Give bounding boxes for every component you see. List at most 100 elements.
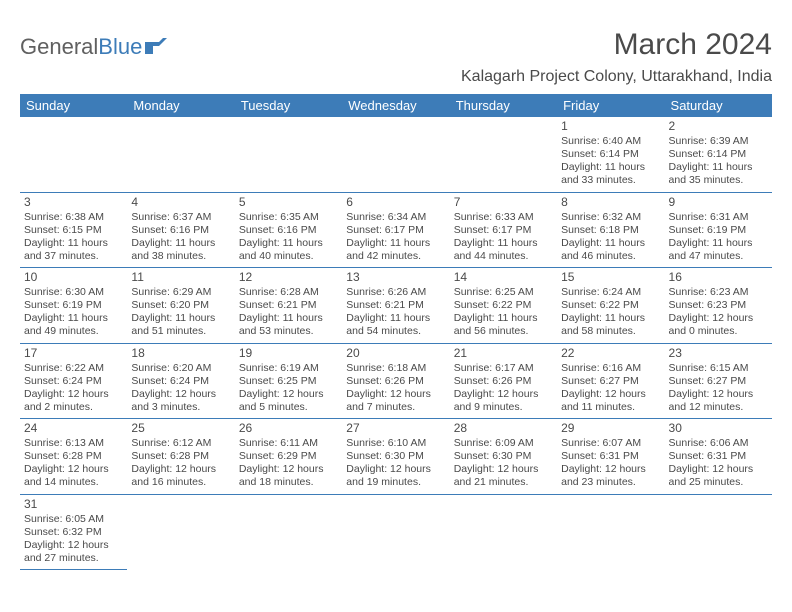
day-info-line: Sunset: 6:24 PM xyxy=(24,375,123,388)
calendar-cell xyxy=(127,494,234,570)
day-info-line: Sunrise: 6:34 AM xyxy=(346,211,445,224)
day-number: 21 xyxy=(454,346,553,361)
day-info-line: Sunset: 6:28 PM xyxy=(131,450,230,463)
day-info-line: and 2 minutes. xyxy=(24,401,123,414)
day-info-line: Daylight: 12 hours xyxy=(346,463,445,476)
day-info-line: Daylight: 11 hours xyxy=(669,237,768,250)
day-number: 6 xyxy=(346,195,445,210)
logo-text-2: Blue xyxy=(98,34,142,60)
day-info-line: and 47 minutes. xyxy=(669,250,768,263)
day-number: 27 xyxy=(346,421,445,436)
day-info-line: Sunset: 6:26 PM xyxy=(346,375,445,388)
day-info-line: Sunrise: 6:16 AM xyxy=(561,362,660,375)
day-info-line: Sunrise: 6:12 AM xyxy=(131,437,230,450)
calendar-cell: 17Sunrise: 6:22 AMSunset: 6:24 PMDayligh… xyxy=(20,343,127,419)
calendar-cell: 14Sunrise: 6:25 AMSunset: 6:22 PMDayligh… xyxy=(450,268,557,344)
day-info-line: and 42 minutes. xyxy=(346,250,445,263)
day-info-line: Sunrise: 6:06 AM xyxy=(669,437,768,450)
calendar-cell: 25Sunrise: 6:12 AMSunset: 6:28 PMDayligh… xyxy=(127,419,234,495)
day-info-line: Sunrise: 6:19 AM xyxy=(239,362,338,375)
day-number: 28 xyxy=(454,421,553,436)
day-number: 25 xyxy=(131,421,230,436)
day-info-line: Sunset: 6:19 PM xyxy=(669,224,768,237)
day-info-line: Daylight: 11 hours xyxy=(131,237,230,250)
calendar-row: 10Sunrise: 6:30 AMSunset: 6:19 PMDayligh… xyxy=(20,268,772,344)
day-info-line: Sunrise: 6:25 AM xyxy=(454,286,553,299)
day-info-line: and 11 minutes. xyxy=(561,401,660,414)
day-info-line: Daylight: 12 hours xyxy=(669,312,768,325)
day-info-line: Sunrise: 6:40 AM xyxy=(561,135,660,148)
day-info-line: and 3 minutes. xyxy=(131,401,230,414)
day-number: 11 xyxy=(131,270,230,285)
calendar-cell: 18Sunrise: 6:20 AMSunset: 6:24 PMDayligh… xyxy=(127,343,234,419)
day-info-line: Sunrise: 6:22 AM xyxy=(24,362,123,375)
calendar-cell: 31Sunrise: 6:05 AMSunset: 6:32 PMDayligh… xyxy=(20,494,127,570)
day-info-line: Daylight: 11 hours xyxy=(454,237,553,250)
calendar-head: Sunday Monday Tuesday Wednesday Thursday… xyxy=(20,94,772,117)
month-title: March 2024 xyxy=(461,28,772,62)
day-info-line: and 40 minutes. xyxy=(239,250,338,263)
day-info-line: Sunrise: 6:17 AM xyxy=(454,362,553,375)
calendar-cell xyxy=(235,117,342,192)
day-info-line: Daylight: 12 hours xyxy=(561,463,660,476)
calendar-cell: 5Sunrise: 6:35 AMSunset: 6:16 PMDaylight… xyxy=(235,192,342,268)
day-info-line: Sunrise: 6:07 AM xyxy=(561,437,660,450)
day-number: 18 xyxy=(131,346,230,361)
day-label: Thursday xyxy=(450,94,557,117)
day-info-line: Daylight: 11 hours xyxy=(669,161,768,174)
day-info-line: Sunset: 6:15 PM xyxy=(24,224,123,237)
day-info-line: and 12 minutes. xyxy=(669,401,768,414)
day-info-line: Sunset: 6:22 PM xyxy=(561,299,660,312)
day-number: 8 xyxy=(561,195,660,210)
day-info-line: Sunset: 6:27 PM xyxy=(561,375,660,388)
day-info-line: Sunrise: 6:31 AM xyxy=(669,211,768,224)
flag-icon xyxy=(145,34,167,60)
day-info-line: Sunset: 6:14 PM xyxy=(561,148,660,161)
day-info-line: Daylight: 11 hours xyxy=(561,237,660,250)
day-number: 1 xyxy=(561,119,660,134)
day-info-line: Sunrise: 6:18 AM xyxy=(346,362,445,375)
day-label: Wednesday xyxy=(342,94,449,117)
calendar-row: 24Sunrise: 6:13 AMSunset: 6:28 PMDayligh… xyxy=(20,419,772,495)
day-info-line: Sunrise: 6:10 AM xyxy=(346,437,445,450)
day-number: 14 xyxy=(454,270,553,285)
day-info-line: and 37 minutes. xyxy=(24,250,123,263)
day-info-line: Daylight: 12 hours xyxy=(239,463,338,476)
day-info-line: Daylight: 12 hours xyxy=(24,463,123,476)
calendar-cell: 21Sunrise: 6:17 AMSunset: 6:26 PMDayligh… xyxy=(450,343,557,419)
day-info-line: Daylight: 11 hours xyxy=(239,312,338,325)
day-info-line: Daylight: 12 hours xyxy=(131,388,230,401)
calendar-cell xyxy=(557,494,664,570)
day-info-line: Sunrise: 6:24 AM xyxy=(561,286,660,299)
calendar-cell: 13Sunrise: 6:26 AMSunset: 6:21 PMDayligh… xyxy=(342,268,449,344)
day-number: 30 xyxy=(669,421,768,436)
day-info-line: and 51 minutes. xyxy=(131,325,230,338)
day-label: Tuesday xyxy=(235,94,342,117)
day-info-line: Sunrise: 6:29 AM xyxy=(131,286,230,299)
day-info-line: Daylight: 12 hours xyxy=(346,388,445,401)
day-info-line: Sunrise: 6:38 AM xyxy=(24,211,123,224)
day-number: 17 xyxy=(24,346,123,361)
calendar-cell: 27Sunrise: 6:10 AMSunset: 6:30 PMDayligh… xyxy=(342,419,449,495)
day-number: 23 xyxy=(669,346,768,361)
day-info-line: and 53 minutes. xyxy=(239,325,338,338)
day-info-line: and 5 minutes. xyxy=(239,401,338,414)
day-number: 9 xyxy=(669,195,768,210)
day-info-line: Sunrise: 6:20 AM xyxy=(131,362,230,375)
day-info-line: Sunset: 6:17 PM xyxy=(454,224,553,237)
calendar-cell: 15Sunrise: 6:24 AMSunset: 6:22 PMDayligh… xyxy=(557,268,664,344)
day-info-line: Sunset: 6:24 PM xyxy=(131,375,230,388)
day-number: 5 xyxy=(239,195,338,210)
day-info-line: Sunset: 6:18 PM xyxy=(561,224,660,237)
day-info-line: Sunset: 6:20 PM xyxy=(131,299,230,312)
day-number: 4 xyxy=(131,195,230,210)
day-info-line: Sunset: 6:21 PM xyxy=(239,299,338,312)
calendar-cell: 2Sunrise: 6:39 AMSunset: 6:14 PMDaylight… xyxy=(665,117,772,192)
day-info-line: and 58 minutes. xyxy=(561,325,660,338)
calendar-body: 1Sunrise: 6:40 AMSunset: 6:14 PM Daylight… xyxy=(20,117,772,570)
day-info-line: Daylight: 11 hours xyxy=(239,237,338,250)
day-info-line: Daylight: 12 hours xyxy=(669,388,768,401)
day-number: 16 xyxy=(669,270,768,285)
day-info-line: and 56 minutes. xyxy=(454,325,553,338)
calendar-cell: 22Sunrise: 6:16 AMSunset: 6:27 PMDayligh… xyxy=(557,343,664,419)
